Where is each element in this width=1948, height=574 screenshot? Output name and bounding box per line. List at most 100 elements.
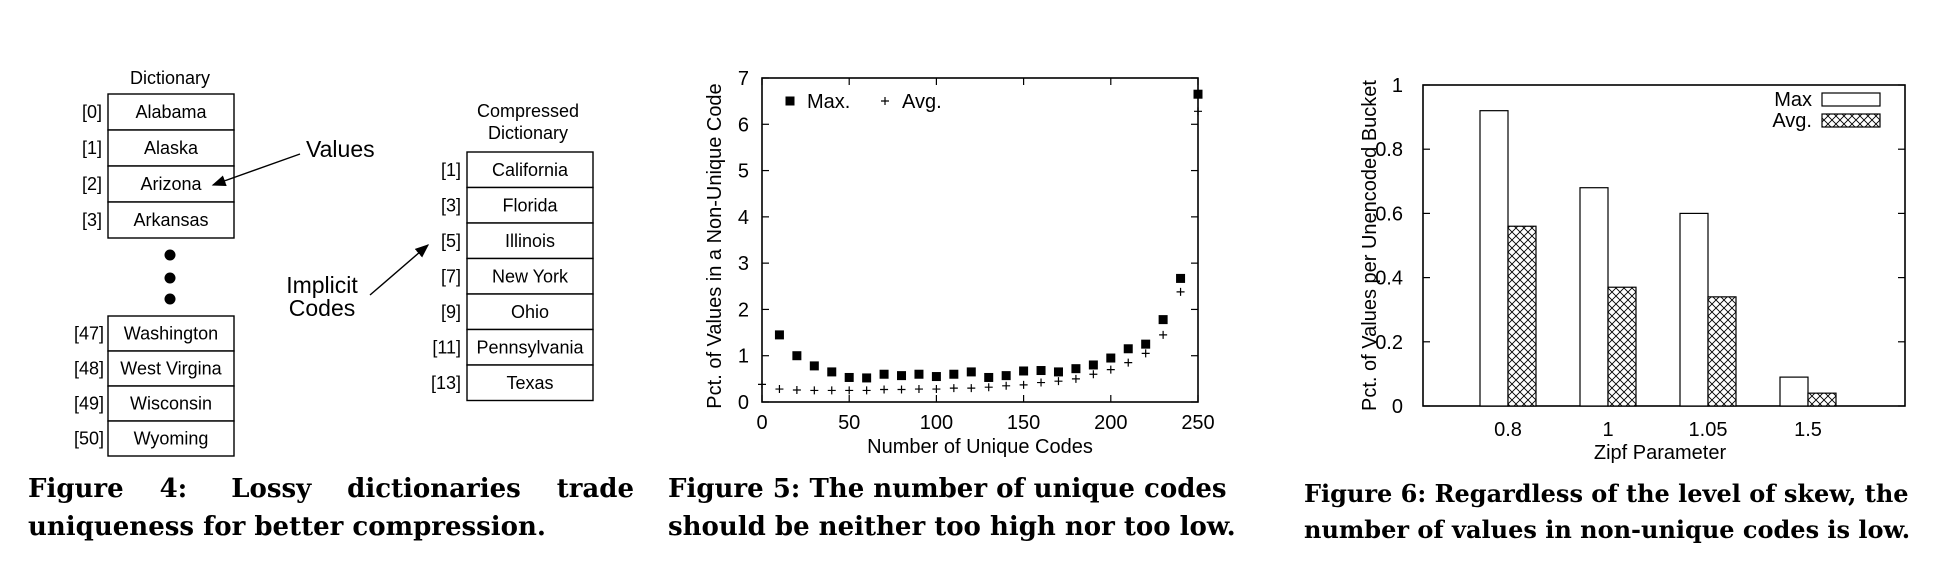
data-point-avg [1037, 378, 1046, 387]
data-point-max [792, 351, 802, 361]
legend-label: Max [1774, 89, 1812, 111]
y-tick-label: 0.2 [1375, 332, 1403, 354]
dictionary-code: [0] [82, 102, 102, 122]
compressed-dictionary-code: [1] [441, 160, 461, 180]
data-point-avg [775, 385, 784, 394]
data-point-avg [1019, 380, 1028, 389]
data-point-max [984, 372, 994, 382]
compressed-dictionary-cell [466, 364, 594, 402]
ellipsis-dot [164, 272, 176, 284]
y-axis-label: Pct. of Values in a Non-Unique Code [704, 83, 726, 408]
y-tick-label: 0 [1392, 396, 1403, 418]
data-point-avg [1002, 381, 1011, 390]
data-point-max [931, 372, 941, 382]
y-tick-label: 1 [738, 346, 749, 368]
compressed-dictionary-cell [466, 151, 594, 189]
ellipsis-dot [164, 249, 176, 261]
data-point-avg [897, 385, 906, 394]
compressed-dictionary-cell [466, 257, 594, 295]
x-tick-label: 100 [920, 412, 953, 434]
compressed-dictionary-title: Dictionary [488, 123, 568, 143]
data-point-max [1071, 364, 1081, 374]
data-point-avg [984, 383, 993, 392]
implicit-codes-label: Codes [289, 295, 355, 321]
data-point-max [774, 330, 784, 340]
dictionary-value: Alabama [135, 102, 207, 122]
data-point-avg [1106, 365, 1115, 374]
figure-4-caption-text: Lossy dictionaries trade uniqueness for … [28, 474, 634, 542]
legend-swatch [1821, 113, 1881, 128]
data-point-max [1001, 371, 1011, 381]
dictionary-value: Washington [124, 324, 218, 344]
data-point-max [1141, 339, 1151, 349]
implicit-codes-arrow [369, 244, 430, 296]
data-point-avg [967, 384, 976, 393]
dictionary-cell [107, 93, 235, 131]
x-tick-label: 250 [1181, 412, 1214, 434]
y-tick-label: 7 [738, 68, 749, 90]
compressed-dictionary-value: Pennsylvania [476, 337, 584, 357]
legend-label: Avg. [902, 91, 942, 113]
data-point-avg [1194, 107, 1202, 116]
plot-frame [1422, 84, 1906, 407]
data-point-max [914, 369, 924, 379]
data-point-avg [845, 386, 854, 395]
data-point-max [827, 367, 837, 377]
dictionary-code: [3] [82, 210, 102, 230]
dictionary-value: Wyoming [134, 429, 209, 449]
data-point-avg [758, 380, 766, 389]
x-tick-label: 1.5 [1794, 419, 1822, 441]
compressed-dictionary-value: Florida [502, 195, 558, 215]
bar-avg [1707, 296, 1737, 407]
dictionary-value: West Virgina [120, 359, 222, 379]
y-tick-label: 0.8 [1375, 139, 1403, 161]
figure-4-diagram: Dictionary Alabama [0] Alaska [1] Arizona [2]… [74, 68, 594, 457]
compressed-dictionary-value: Ohio [511, 302, 549, 322]
dictionary-cell [107, 129, 235, 167]
x-tick-label: 50 [838, 412, 860, 434]
compressed-dictionary-code: [11] [432, 337, 461, 357]
y-tick-label: 2 [738, 299, 749, 321]
compressed-dictionary-code: [9] [441, 302, 461, 322]
data-point-avg [1141, 349, 1150, 358]
dictionary-value: Arizona [140, 174, 202, 194]
compressed-dictionary-title: Compressed [477, 101, 579, 121]
figure-6-chart: 0 0.2 0.4 0.6 0.8 1 0.8 1 1.05 1.5 Zipf Parameter P… [1359, 75, 1906, 464]
x-tick-label: 1.05 [1689, 419, 1728, 441]
x-tick-label: 0 [756, 412, 767, 434]
dictionary-value: Alaska [144, 138, 199, 158]
figure-5-caption: Figure 5: The number of unique codes sho… [668, 474, 1236, 542]
y-tick-label: 0.4 [1375, 268, 1403, 290]
legend-label: Max. [807, 91, 850, 113]
data-point-max [1053, 367, 1063, 377]
y-tick-label: 4 [738, 207, 749, 229]
data-point-avg [792, 385, 801, 394]
plot-frame [761, 77, 1199, 403]
data-point-avg [932, 385, 941, 394]
bar-max [1479, 110, 1509, 407]
y-tick-label: 5 [738, 161, 749, 183]
legend-label: Avg. [1772, 110, 1812, 132]
figure-5-chart: 0 50 100 150 200 250 0 1 2 3 4 5 6 7 Number of Unique … [704, 68, 1215, 458]
data-point-max [844, 372, 854, 382]
data-point-max [862, 373, 872, 383]
data-point-max [1158, 315, 1168, 325]
bar-avg [1607, 286, 1637, 407]
compressed-dictionary-value: Illinois [505, 231, 555, 251]
data-point-max [949, 369, 959, 379]
figure-4-caption: Figure 4: Lossy dictionaries trade uniqu… [28, 470, 634, 546]
data-point-max [1176, 273, 1186, 283]
data-point-avg [1089, 370, 1098, 379]
data-point-max [879, 369, 889, 379]
dictionary-code: [49] [74, 394, 104, 414]
x-axis-label: Number of Unique Codes [867, 436, 1093, 458]
dictionary-cell [107, 420, 235, 457]
figure-4-caption-lead: Figure 4: [28, 474, 188, 504]
dictionary-cell [107, 201, 235, 239]
dictionary-code: [2] [82, 174, 102, 194]
bar-max [1679, 212, 1709, 407]
data-point-max [1123, 344, 1133, 354]
compressed-dictionary-value: New York [492, 266, 569, 286]
compressed-dictionary-code: [3] [441, 195, 461, 215]
data-point-avg [880, 385, 889, 394]
